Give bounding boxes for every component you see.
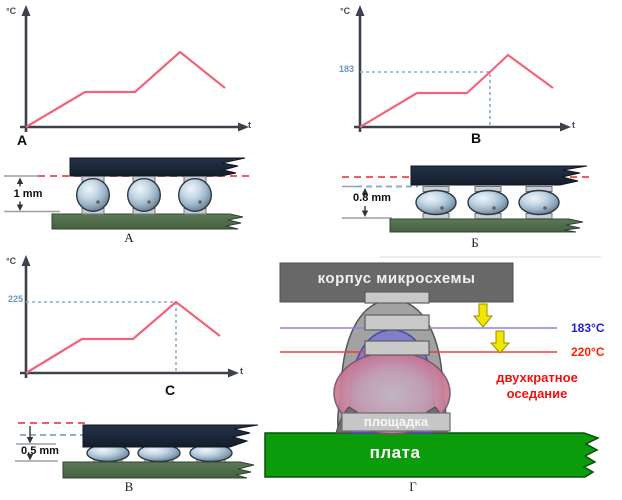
- solder-balls: [75, 176, 212, 215]
- solder-ball: [75, 177, 110, 212]
- threshold-183-label: 183: [338, 64, 354, 74]
- solder-balls: [86, 443, 233, 463]
- threshold-183-dashed-line: [360, 71, 491, 127]
- y-axis-arrow-icon: [355, 5, 365, 16]
- temp-220-label: 220°C: [571, 345, 605, 359]
- double-collapse-note-line1: двухкратное: [496, 370, 578, 385]
- solder-ball: [177, 177, 212, 212]
- y-axis-arrow-icon: [21, 5, 31, 16]
- x-axis-label: t: [240, 366, 243, 376]
- threshold-225-dashed-line: [26, 301, 177, 373]
- bga-diagram-v: [15, 422, 259, 479]
- reflow-graph-a: [20, 5, 249, 132]
- dimension-arrow: [361, 188, 369, 217]
- dimension-arrow: [16, 177, 24, 211]
- land-pad-label: площадка: [363, 414, 429, 429]
- temperature-profile-line: [25, 50, 226, 128]
- bga-caption-v: В: [124, 479, 134, 494]
- y-axis-label: °C: [340, 6, 351, 16]
- pad: [364, 314, 430, 331]
- board-bar: [264, 432, 600, 478]
- collapse-diagram-g: [264, 256, 601, 478]
- land-pad: [341, 412, 451, 432]
- gap-dimension-label: 0.8 mm: [353, 192, 391, 204]
- flux-speck: [440, 206, 444, 210]
- gap-dimension-label: 0.5 mm: [21, 445, 59, 457]
- flux-speck: [198, 200, 202, 204]
- down-arrow-icon: [472, 303, 494, 328]
- gap-dimension-label: 1 mm: [13, 188, 43, 200]
- reflow-graph-c: [20, 255, 239, 378]
- solder-ball: [467, 189, 509, 216]
- flux-speck: [543, 206, 547, 210]
- graph-caption-b: В: [471, 130, 482, 146]
- bga-caption-a: А: [124, 230, 134, 245]
- temperature-profile-line: [25, 300, 221, 374]
- x-axis-label: t: [572, 120, 575, 130]
- bga-caption-b: Б: [471, 235, 479, 250]
- y-axis-label: °C: [6, 6, 17, 16]
- pad: [364, 340, 430, 356]
- y-axis-arrow-icon: [21, 255, 31, 266]
- bga-diagram-b: [342, 165, 592, 233]
- chip-bar: [82, 424, 259, 448]
- bga-diagram-a: [4, 157, 253, 230]
- chip-bar: [69, 157, 246, 177]
- temp-183-label: 183°C: [571, 321, 605, 335]
- graph-caption-c: С: [165, 382, 176, 398]
- pcb-bar: [51, 213, 244, 230]
- chip-bar: [410, 165, 588, 186]
- temperature-profile-line: [359, 53, 554, 128]
- pcb-bar: [62, 461, 255, 479]
- reflow-graph-b: [354, 5, 571, 132]
- x-axis-arrow-icon: [238, 122, 249, 132]
- graph-caption-a: А: [17, 132, 28, 148]
- double-collapse-note-line2: оседание: [506, 386, 568, 401]
- x-axis-arrow-icon: [228, 368, 239, 378]
- chip-package-label: корпус микросхемы: [317, 270, 476, 287]
- x-axis-arrow-icon: [560, 122, 571, 132]
- pcb-bar: [389, 218, 584, 233]
- panel-caption-g: Г: [409, 479, 417, 494]
- board-label: плата: [369, 443, 421, 462]
- solder-ball: [415, 189, 457, 216]
- flux-speck: [96, 200, 100, 204]
- solder-ball: [518, 189, 560, 216]
- flux-speck: [492, 206, 496, 210]
- y-axis-label: °C: [6, 256, 17, 266]
- x-axis-label: t: [248, 120, 251, 130]
- dimension-arrow: [26, 426, 34, 461]
- down-arrow-icon: [489, 330, 511, 354]
- pad: [364, 291, 430, 304]
- solder-balls: [415, 186, 560, 219]
- flux-speck: [147, 200, 151, 204]
- threshold-225-label: 225: [7, 294, 23, 304]
- solder-ball: [126, 177, 161, 212]
